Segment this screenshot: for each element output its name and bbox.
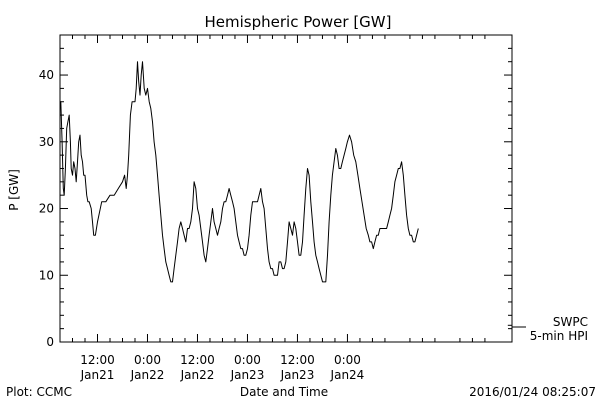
y-tick-label: 20	[39, 202, 54, 216]
chart-title: Hemispheric Power [GW]	[205, 13, 392, 31]
x-tick-time-label: 12:00	[80, 353, 115, 367]
x-tick-date-label: Jan23	[230, 368, 265, 382]
x-tick-time-label: 0:00	[334, 353, 361, 367]
legend-entry-hpi: 5-min HPI	[530, 329, 588, 343]
x-axis-label: Date and Time	[240, 385, 328, 399]
x-tick-date-label: Jan22	[130, 368, 165, 382]
y-tick-label: 40	[39, 68, 54, 82]
y-axis-label: P [GW]	[7, 169, 21, 211]
x-axis: 12:00Jan210:00Jan2212:00Jan220:00Jan2312…	[71, 35, 486, 382]
x-tick-date-label: Jan21	[80, 368, 115, 382]
x-tick-time-label: 0:00	[234, 353, 261, 367]
legend-entry-swpc: SWPC	[553, 315, 588, 329]
x-tick-time-label: 12:00	[180, 353, 215, 367]
series-layer	[59, 61, 512, 326]
x-tick-date-label: Jan24	[330, 368, 365, 382]
plot-frame	[59, 34, 513, 343]
series-line-hpi	[59, 61, 419, 283]
y-tick-label: 0	[46, 335, 54, 349]
x-tick-time-label: 12:00	[280, 353, 315, 367]
x-tick-date-label: Jan22	[180, 368, 215, 382]
x-tick-time-label: 0:00	[134, 353, 161, 367]
y-tick-label: 10	[39, 268, 54, 282]
plot-timestamp: 2016/01/24 08:25:07	[469, 385, 596, 399]
plot-credit: Plot: CCMC	[6, 385, 72, 399]
x-tick-date-label: Jan23	[280, 368, 315, 382]
y-tick-label: 30	[39, 135, 54, 149]
y-axis: 0 10 20 30 40	[39, 34, 512, 349]
